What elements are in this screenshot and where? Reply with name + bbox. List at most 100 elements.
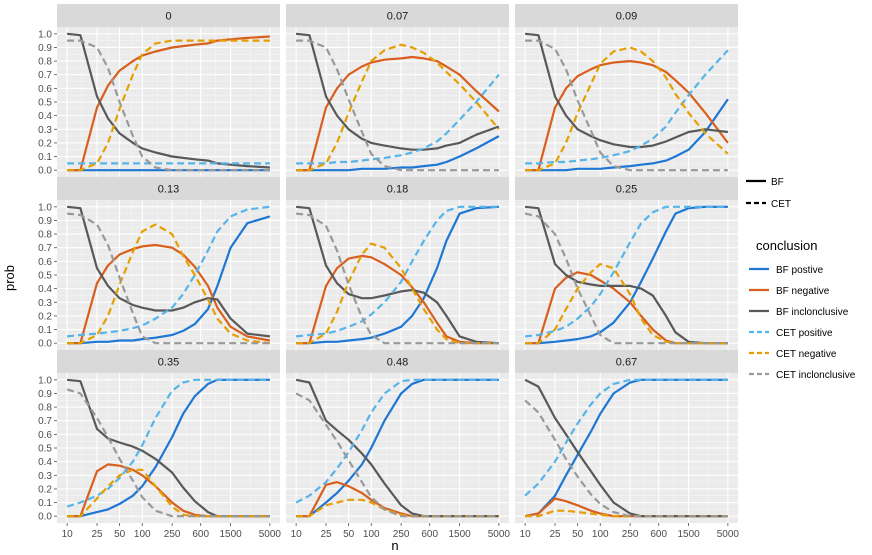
series-line <box>525 46 729 172</box>
y-axis-title: prob <box>2 265 17 291</box>
series-group <box>295 32 500 172</box>
y-tick-label: 0.2 <box>38 311 52 322</box>
series-line <box>525 205 728 345</box>
x-tick-label: 50 <box>114 529 126 540</box>
x-tick-label: 5000 <box>717 529 740 540</box>
y-tick-label: 0.1 <box>38 498 52 509</box>
legend-title: conclusion <box>756 238 817 253</box>
y-tick-label: 0.9 <box>38 389 52 400</box>
x-tick-label: 1500 <box>448 529 471 540</box>
x-tick-label: 250 <box>393 529 410 540</box>
x-tick-label: 5000 <box>488 529 511 540</box>
y-tick-label: 0.6 <box>38 84 52 95</box>
y-tick-label: 0.7 <box>38 243 52 254</box>
x-tick-label: 600 <box>421 529 438 540</box>
y-tick-label: 0.6 <box>38 430 52 441</box>
facet-strip <box>57 350 280 373</box>
y-tick-label: 0.2 <box>38 138 52 149</box>
x-tick-label: 1500 <box>677 529 700 540</box>
y-tick-label: 0.7 <box>38 416 52 427</box>
y-tick-label: 0.3 <box>38 471 52 482</box>
x-tick-label: 25 <box>91 529 103 540</box>
series-line <box>295 205 499 338</box>
series-line <box>67 223 271 345</box>
series-line <box>295 32 500 151</box>
series-line <box>295 212 499 345</box>
facet-panel: 0.07 <box>286 4 509 177</box>
series-line <box>66 388 270 518</box>
y-tick-label: 0.8 <box>38 57 52 68</box>
conclusion-legend: conclusion BF postive BF negative BF inclo… <box>749 238 856 381</box>
facet-panel: 0.48 10 25 50 100 250 600 1500 5000 <box>286 350 510 540</box>
facet-strip-label: 0.18 <box>387 184 408 196</box>
series-group <box>295 205 499 345</box>
facet-strip <box>57 4 280 27</box>
legend-entry-label: CET negative <box>776 349 837 360</box>
y-tick-label: 0.5 <box>38 271 52 282</box>
y-tick-label: 0.8 <box>38 403 52 414</box>
series-line <box>296 43 500 172</box>
series-line <box>296 205 499 345</box>
series-line <box>524 399 728 518</box>
series-line <box>67 468 270 518</box>
x-tick-label: 5000 <box>259 529 282 540</box>
x-tick-label: 100 <box>134 529 151 540</box>
series-line <box>295 392 499 518</box>
x-tick-label: 100 <box>592 529 609 540</box>
facet-panel: 0.18 <box>286 177 509 350</box>
y-tick-label: 0.4 <box>38 457 52 468</box>
y-tick-label: 0.1 <box>38 325 52 336</box>
series-group <box>295 378 499 518</box>
x-tick-label: 25 <box>320 529 332 540</box>
series-line <box>295 205 499 345</box>
x-tick-label: 250 <box>164 529 181 540</box>
facet-panel: 0.09 <box>515 4 738 177</box>
series-line <box>296 135 500 172</box>
series-line <box>296 55 500 172</box>
facet-strip-label: 0.67 <box>616 357 637 369</box>
linetype-label: BF <box>771 177 784 188</box>
series-line <box>525 39 728 172</box>
x-tick-label: 10 <box>291 529 303 540</box>
facet-strip <box>57 177 280 200</box>
series-line <box>296 73 500 165</box>
y-tick-label: 0.3 <box>38 298 52 309</box>
x-axis-title: n <box>391 538 398 553</box>
facet-panel: 0.25 <box>515 177 738 350</box>
y-tick-label: 1.0 <box>38 375 52 386</box>
series-group <box>66 378 270 518</box>
x-tick-label: 50 <box>343 529 355 540</box>
y-tick-label: 0.4 <box>38 284 52 295</box>
series-line <box>524 378 728 497</box>
facet-panel: 0.35 0.0 0.1 0.2 0.3 0.4 0.5 0.6 0.7 0.8 0.9 1.0 10 2… <box>38 350 281 540</box>
facet-strip-label: 0.25 <box>616 184 637 196</box>
y-tick-label: 0.0 <box>38 166 52 177</box>
series-line <box>67 215 271 345</box>
facet-strip-label: 0.07 <box>387 11 408 23</box>
y-tick-label: 0.7 <box>38 70 52 81</box>
y-tick-label: 0.0 <box>38 512 52 523</box>
series-line <box>67 39 270 172</box>
series-line <box>67 243 271 345</box>
facet-strip <box>515 4 738 27</box>
series-line <box>524 212 728 345</box>
y-tick-label: 0.6 <box>38 257 52 268</box>
y-tick-label: 0.4 <box>38 111 52 122</box>
series-line <box>296 254 499 345</box>
y-tick-label: 1.0 <box>38 202 52 213</box>
facet-strip-label: 0 <box>165 11 171 23</box>
y-tick-label: 0.9 <box>38 216 52 227</box>
facet-strip-label: 0.09 <box>616 11 637 23</box>
facet-strip <box>286 177 509 200</box>
y-tick-label: 1.0 <box>38 29 52 40</box>
y-tick-label: 0.5 <box>38 444 52 455</box>
y-tick-label: 0.9 <box>38 43 52 54</box>
y-tick-label: 0.0 <box>38 339 52 350</box>
series-line <box>525 98 729 172</box>
facet-panels: 0 0.0 0.1 0.2 0.3 0.4 0.5 0.6 0.7 0.8 0.9 1.0 0.07 0.… <box>38 4 739 540</box>
series-line <box>296 242 499 345</box>
series-line <box>295 378 499 518</box>
series-line <box>296 39 499 172</box>
y-tick-label: 0.1 <box>38 152 52 163</box>
